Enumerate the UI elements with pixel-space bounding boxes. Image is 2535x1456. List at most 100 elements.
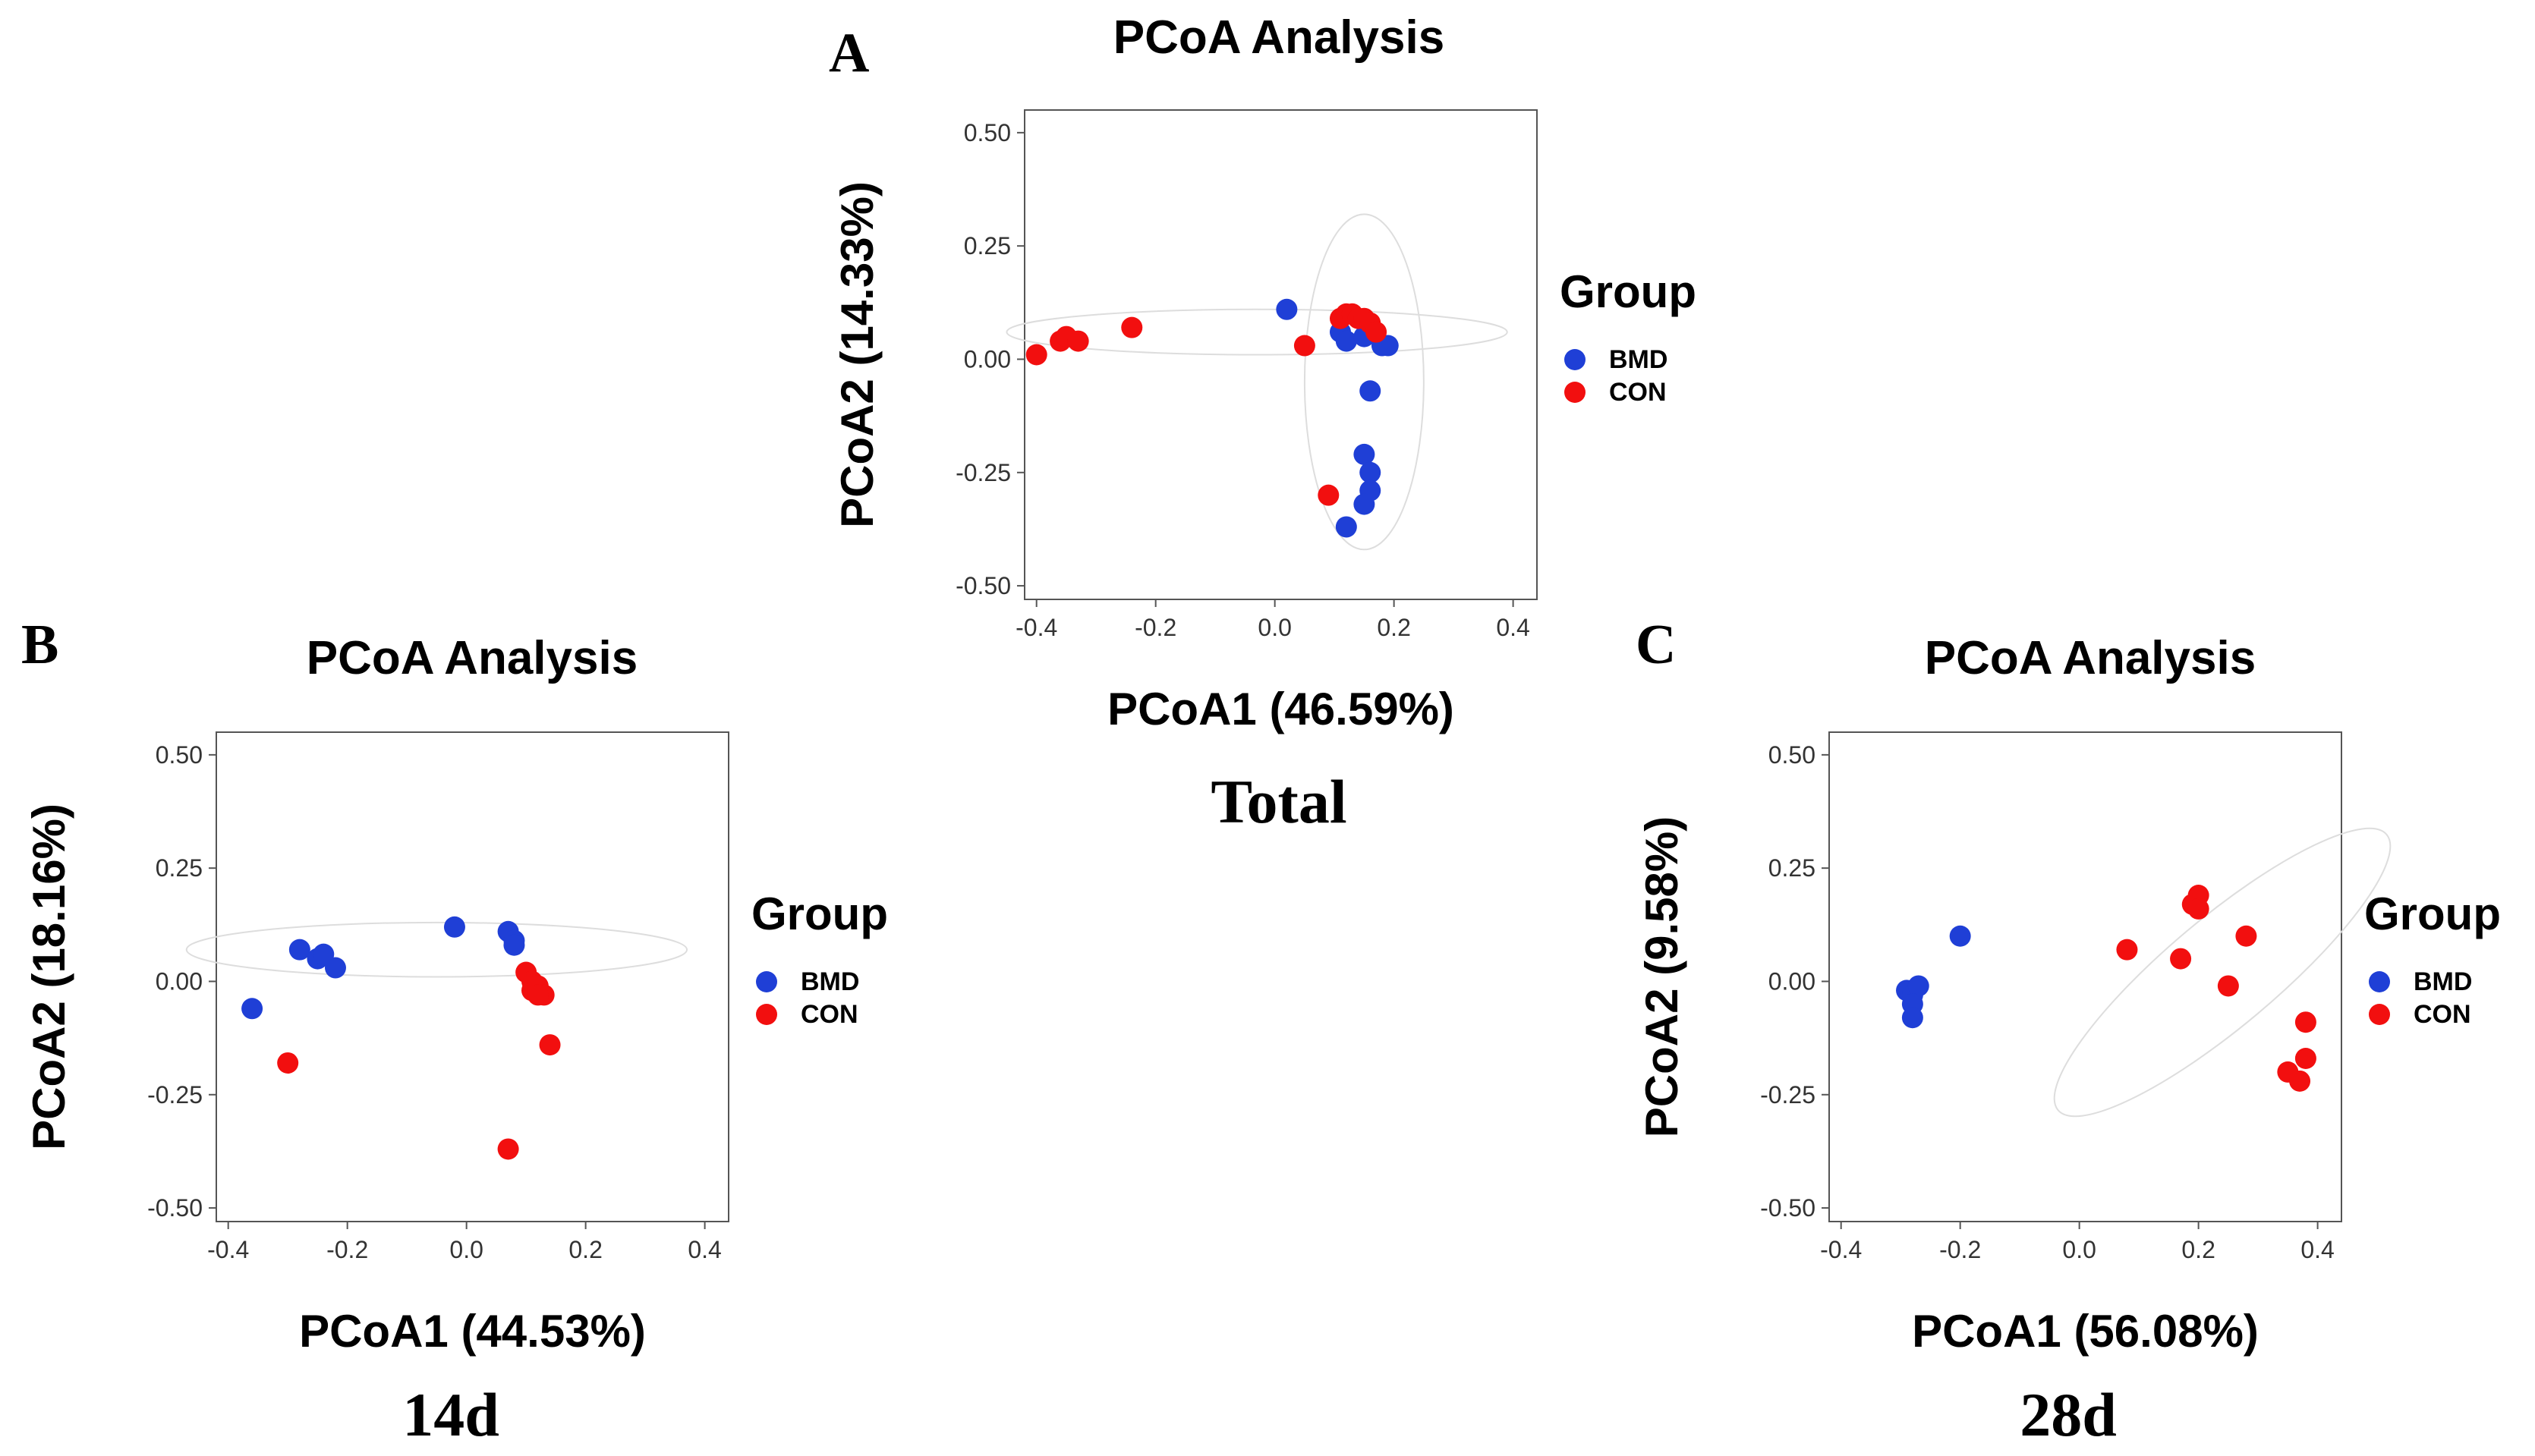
y-tick-label: 0.25 xyxy=(1768,854,1815,882)
y-tick-label: 0.00 xyxy=(1768,967,1815,995)
point-con xyxy=(1365,321,1387,343)
y-tick-label: 0.50 xyxy=(156,741,203,769)
point-con xyxy=(2289,1070,2311,1092)
point-bmd xyxy=(503,934,525,956)
legend-marker-bmd xyxy=(1564,349,1586,370)
confidence-ellipse-bmd xyxy=(185,921,688,978)
x-tick-label: 0.4 xyxy=(688,1236,721,1263)
subtitle-total: Total xyxy=(1211,767,1347,836)
x-tick-label: 0.2 xyxy=(568,1236,602,1263)
y-tick-label: 0.00 xyxy=(156,967,203,995)
x-tick-label: 0.2 xyxy=(1377,614,1410,641)
point-con xyxy=(497,1138,519,1160)
ellipse-layer xyxy=(1006,213,1508,551)
legend-label-con: CON xyxy=(1609,378,1667,407)
panel-label-c: C xyxy=(1636,614,1677,676)
legend-marker-con xyxy=(2369,1004,2390,1025)
y-tick-label: -0.50 xyxy=(1760,1194,1815,1222)
point-con xyxy=(277,1052,299,1074)
chart-title-c: PCoA Analysis xyxy=(1924,632,2256,684)
y-tick-label: -0.25 xyxy=(147,1081,203,1109)
confidence-ellipse-con xyxy=(1006,308,1508,356)
point-bmd xyxy=(1353,493,1375,515)
x-axis-label: PCoA1 (56.08%) xyxy=(1912,1306,2259,1357)
point-con xyxy=(1293,335,1315,357)
x-tick-label: -0.4 xyxy=(1820,1236,1862,1263)
panel-label-a: A xyxy=(829,22,870,84)
point-con xyxy=(2187,898,2209,920)
chart-a: -0.4 -0.2 0.0 0.2 0.4 0.50 0.25 0.00 -0.25 -0.50 P… xyxy=(832,109,1696,734)
point-bmd xyxy=(1359,380,1381,402)
point-bmd xyxy=(443,916,465,938)
x-tick-label: 0.4 xyxy=(1496,614,1529,641)
point-con xyxy=(1121,316,1143,338)
point-con xyxy=(1318,484,1340,506)
y-tick-label: -0.25 xyxy=(956,459,1011,486)
point-bmd xyxy=(1901,1007,1923,1029)
point-con xyxy=(2170,948,2192,970)
legend-title: Group xyxy=(2364,888,2501,939)
y-tick-label: -0.50 xyxy=(147,1194,203,1222)
x-tick-label: 0.0 xyxy=(2062,1236,2096,1263)
confidence-ellipse-con xyxy=(2053,827,2392,1118)
subtitle-14d: 14d xyxy=(402,1380,499,1449)
point-bmd xyxy=(1335,330,1357,352)
point-bmd xyxy=(1353,443,1375,465)
x-tick-label: -0.2 xyxy=(1939,1236,1981,1263)
chart-b: -0.4 -0.2 0.0 0.2 0.4 0.50 0.25 0.00 -0.25 -0.50 P… xyxy=(24,731,888,1357)
legend-label-bmd: BMD xyxy=(801,967,859,996)
y-tick-label: 0.50 xyxy=(964,119,1011,146)
panel-label-b: B xyxy=(21,614,59,676)
x-tick-label: 0.0 xyxy=(1258,614,1291,641)
x-tick-label: 0.2 xyxy=(2181,1236,2215,1263)
point-con xyxy=(1067,330,1089,352)
point-bmd xyxy=(241,998,263,1020)
point-bmd xyxy=(1907,975,1929,997)
point-bmd xyxy=(1276,298,1298,320)
legend-title: Group xyxy=(751,888,888,939)
x-tick-label: 0.4 xyxy=(2300,1236,2334,1263)
plot-area xyxy=(1828,731,2342,1222)
series-con xyxy=(277,961,561,1160)
x-axis-label: PCoA1 (46.59%) xyxy=(1107,684,1454,734)
y-tick-label: 0.50 xyxy=(1768,741,1815,769)
point-con xyxy=(2217,975,2239,997)
series-bmd xyxy=(1896,925,1971,1029)
series-con xyxy=(1025,303,1387,506)
point-bmd xyxy=(1335,516,1357,538)
point-bmd xyxy=(288,939,310,961)
point-con xyxy=(527,984,549,1006)
x-tick-label: -0.2 xyxy=(1135,614,1176,641)
point-con xyxy=(1025,344,1047,366)
x-tick-label: -0.2 xyxy=(326,1236,368,1263)
ellipse-layer xyxy=(2053,827,2392,1118)
y-tick-label: 0.00 xyxy=(964,345,1011,373)
y-tick-label: -0.25 xyxy=(1760,1081,1815,1109)
legend-marker-con xyxy=(1564,382,1586,403)
point-con xyxy=(2294,1048,2316,1069)
legend-marker-con xyxy=(756,1004,777,1025)
y-tick-label: -0.50 xyxy=(956,572,1011,599)
ellipse-layer xyxy=(185,921,688,978)
legend-title: Group xyxy=(1560,266,1696,317)
y-tick-label: 0.25 xyxy=(156,854,203,882)
chart-c: -0.4 -0.2 0.0 0.2 0.4 0.50 0.25 0.00 -0.25 -0.50 P… xyxy=(1636,731,2501,1357)
y-axis-label: PCoA2 (9.58%) xyxy=(1636,816,1687,1137)
point-bmd xyxy=(324,957,346,979)
point-con xyxy=(2116,939,2138,961)
y-tick-label: 0.25 xyxy=(964,232,1011,259)
point-con xyxy=(2235,925,2257,947)
legend-label-bmd: BMD xyxy=(1609,345,1667,374)
point-bmd xyxy=(1949,925,1971,947)
series-con xyxy=(2116,885,2316,1092)
x-tick-label: -0.4 xyxy=(1016,614,1057,641)
y-axis-label: PCoA2 (14.33%) xyxy=(832,181,883,528)
confidence-ellipse-bmd xyxy=(1303,213,1425,551)
legend-label-con: CON xyxy=(801,1000,858,1029)
series-bmd xyxy=(241,916,525,1020)
legend-marker-bmd xyxy=(2369,971,2390,992)
x-tick-label: 0.0 xyxy=(449,1236,483,1263)
subtitle-28d: 28d xyxy=(2020,1380,2117,1449)
point-bmd xyxy=(1359,461,1381,483)
legend-label-bmd: BMD xyxy=(2414,967,2472,996)
